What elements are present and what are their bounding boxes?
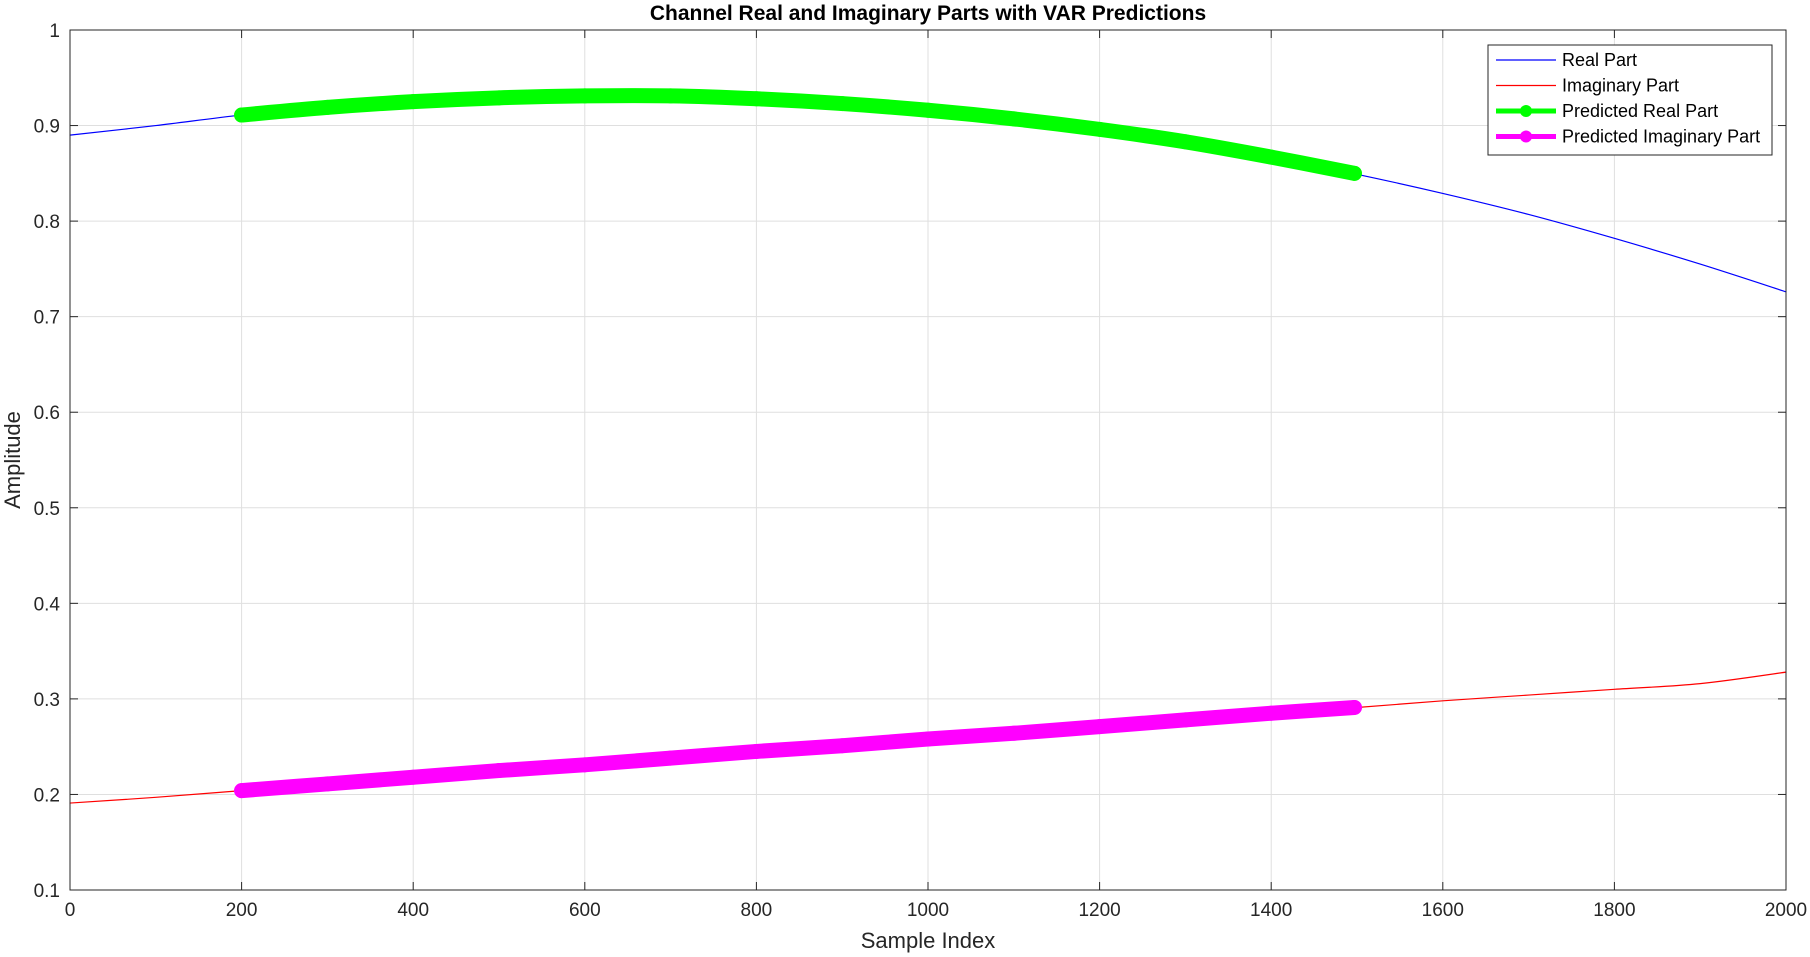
series-marker-2 <box>577 88 593 104</box>
series-marker-3 <box>1346 699 1362 715</box>
series-marker-3 <box>491 763 507 779</box>
series-marker-2 <box>491 90 507 106</box>
series-marker-3 <box>834 738 850 754</box>
series-marker-2 <box>663 88 679 104</box>
y-tick-label: 0.7 <box>34 308 60 329</box>
series-marker-2 <box>1006 111 1022 127</box>
x-tick-label: 0 <box>65 900 76 921</box>
x-tick-label: 200 <box>226 900 258 921</box>
chart-title: Channel Real and Imaginary Parts with VA… <box>650 2 1206 25</box>
y-tick-label: 0.3 <box>34 690 60 711</box>
series-marker-3 <box>1263 705 1279 721</box>
x-tick-label: 1800 <box>1593 900 1635 921</box>
y-tick-label: 0.1 <box>34 881 60 902</box>
series-marker-2 <box>748 91 764 107</box>
y-tick-label: 0.8 <box>34 212 60 233</box>
x-tick-label: 600 <box>569 900 601 921</box>
x-axis-label: Sample Index <box>861 928 996 953</box>
series-marker-2 <box>1346 165 1362 181</box>
legend-label-3: Predicted Imaginary Part <box>1562 127 1760 147</box>
x-tick-label: 800 <box>741 900 773 921</box>
series-marker-3 <box>1006 725 1022 741</box>
series-marker-3 <box>663 750 679 766</box>
series-marker-3 <box>405 769 421 785</box>
series-marker-2 <box>319 99 335 115</box>
series-line-2 <box>234 88 1362 181</box>
x-tick-label: 1000 <box>907 900 949 921</box>
series-marker-2 <box>1263 149 1279 165</box>
y-tick-label: 0.5 <box>34 499 60 520</box>
x-tick-label: 1200 <box>1078 900 1120 921</box>
y-tick-label: 0.2 <box>34 785 60 806</box>
y-tick-label: 0.4 <box>34 594 61 615</box>
legend-label-1: Imaginary Part <box>1562 76 1679 96</box>
series-marker-3 <box>920 731 936 747</box>
legend-label-2: Predicted Real Part <box>1562 101 1718 121</box>
x-tick-label: 1600 <box>1422 900 1464 921</box>
x-tick-label: 1400 <box>1250 900 1292 921</box>
legend: Real Part Imaginary Part Predicted Real Pa… <box>1487 44 1773 156</box>
series-marker-2 <box>234 107 250 123</box>
x-tick-label: 2000 <box>1765 900 1807 921</box>
y-tick-label: 1 <box>49 21 60 42</box>
series-marker-3 <box>319 776 335 792</box>
y-tick-label: 0.6 <box>34 403 60 424</box>
series-marker-2 <box>920 102 936 118</box>
series-marker-2 <box>405 94 421 110</box>
legend-label-0: Real Part <box>1562 50 1637 70</box>
x-tick-label: 400 <box>397 900 429 921</box>
legend-marker-2 <box>1520 105 1532 117</box>
series-marker-2 <box>1092 121 1108 137</box>
legend-marker-3 <box>1520 130 1532 143</box>
series-marker-2 <box>834 96 850 112</box>
series-marker-2 <box>1177 134 1193 150</box>
series-marker-3 <box>577 757 593 773</box>
series-marker-3 <box>234 783 250 799</box>
y-tick-label: 0.9 <box>34 117 60 138</box>
series-marker-3 <box>1177 712 1193 728</box>
series-marker-3 <box>748 743 764 759</box>
series-line-3 <box>234 699 1362 799</box>
series-marker-3 <box>1092 719 1108 735</box>
y-axis-label: Amplitude <box>0 411 25 509</box>
tick-layer: 0 200 400 600 800 1000 1200 1400 1600 1800 2000 0.1… <box>34 21 1808 921</box>
series-layer <box>69 88 1787 804</box>
